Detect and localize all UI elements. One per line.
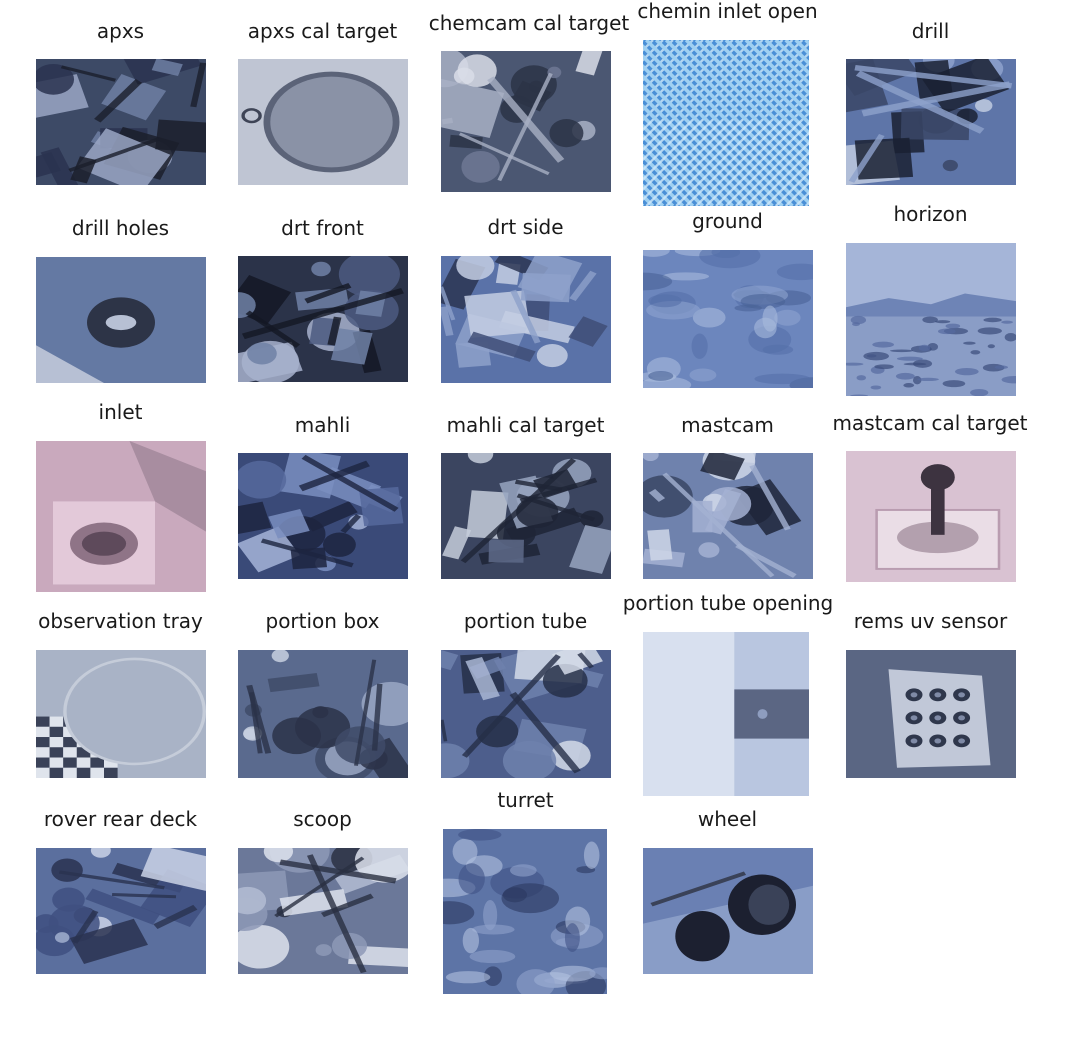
thumbnail-image-mahli-cal-target [441,453,611,579]
thumbnail-image-ground [643,250,813,388]
thumbnail-photo [846,451,1016,582]
thumbnail-label: portion tube opening [622,591,834,615]
thumbnail-image-portion-tube-opening [643,632,809,796]
thumbnail-label: mahli [294,413,351,437]
thumbnail-photo [36,650,206,778]
thumbnail-image-inlet [36,441,206,592]
thumbnail-image-drt-front [238,256,408,382]
thumbnail-photo [441,256,611,383]
thumbnail-image-mastcam [643,453,813,579]
thumbnail-photo [36,257,206,383]
thumbnail-photo [846,650,1016,778]
thumbnail-photo [441,51,611,192]
thumbnail-image-chemcam-cal-target [441,51,611,192]
thumbnail-image-wheel [643,848,813,974]
thumbnail-photo [36,441,206,592]
thumbnail-image-chemin-inlet-open [643,40,809,206]
thumbnail-label: mahli cal target [446,413,605,437]
thumbnail-photo [441,453,611,579]
thumbnail-photo [441,650,611,778]
thumbnail-photo [238,650,408,778]
thumbnail-image-scoop [238,848,408,974]
thumbnail-image-apxs [36,59,206,185]
thumbnail-photo [846,243,1016,396]
thumbnail-label: horizon [893,202,968,226]
thumbnail-image-mastcam-cal-target [846,451,1016,582]
thumbnail-label: portion box [265,609,380,633]
thumbnail-photo [238,453,408,579]
thumbnail-photo [36,59,206,185]
thumbnail-label: apxs [96,19,145,43]
thumbnail-photo [643,453,813,579]
thumbnail-photo [443,829,607,994]
thumbnail-label: mastcam cal target [832,411,1028,435]
thumbnail-label: drill holes [71,216,170,240]
thumbnail-label: wheel [697,807,758,831]
thumbnail-photo [643,632,809,796]
thumbnail-label: chemin inlet open [637,0,818,23]
thumbnail-label: scoop [293,807,352,831]
thumbnail-photo [238,59,408,185]
thumbnail-image-mahli [238,453,408,579]
thumbnail-photo [643,848,813,974]
thumbnail-photo [238,848,408,974]
thumbnail-label: portion tube [463,609,588,633]
thumbnail-image-rems-uv-sensor [846,650,1016,778]
thumbnail-image-drill [846,59,1016,185]
thumbnail-label: ground [692,209,763,233]
thumbnail-image-portion-box [238,650,408,778]
thumbnail-photo [238,256,408,382]
thumbnail-label: rems uv sensor [853,609,1008,633]
thumbnail-photo [36,848,206,974]
thumbnail-photo [846,59,1016,185]
thumbnail-label: rover rear deck [43,807,198,831]
thumbnail-image-drill-holes [36,257,206,383]
thumbnail-label: observation tray [38,609,203,633]
thumbnail-label: chemcam cal target [428,11,630,35]
thumbnail-image-observation-tray [36,650,206,778]
thumbnail-image-drt-side [441,256,611,383]
thumbnail-label: turret [497,788,554,812]
thumbnail-label: drt side [487,215,564,239]
thumbnail-label: apxs cal target [247,19,398,43]
thumbnail-label: drt front [281,216,364,240]
thumbnail-image-turret [443,829,607,994]
thumbnail-image-portion-tube [441,650,611,778]
thumbnail-image-rover-rear-deck [36,848,206,974]
thumbnail-label: mastcam [681,413,774,437]
thumbnail-label: drill [911,19,950,43]
thumbnail-image-horizon [846,243,1016,396]
thumbnail-photo [643,250,813,388]
thumbnail-image-apxs-cal-target [238,59,408,185]
thumbnail-photo [643,40,809,206]
thumbnail-label: inlet [98,400,143,424]
